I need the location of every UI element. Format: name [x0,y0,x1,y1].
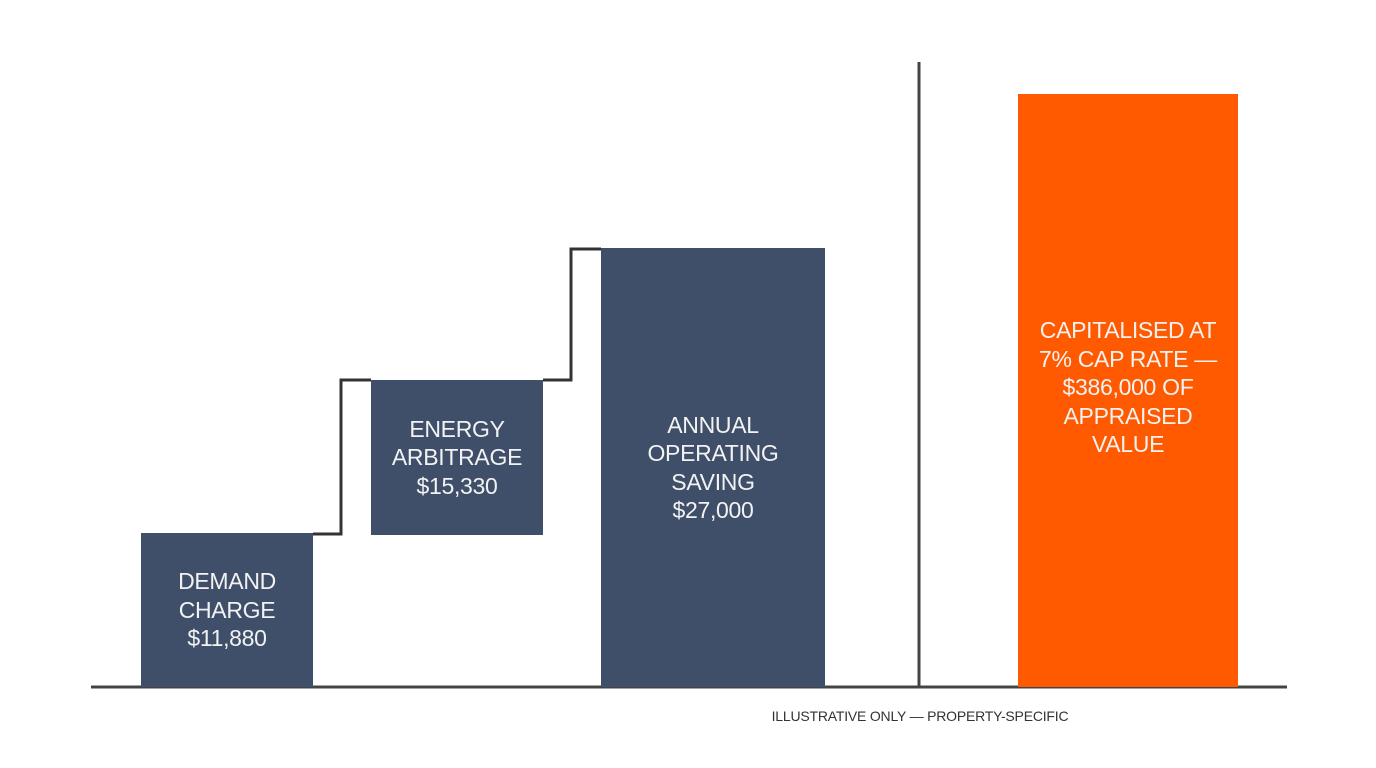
demand-charge-box: DEMAND CHARGE $11,880 [141,533,313,687]
capitalised-value-box: CAPITALISED AT 7% CAP RATE — $386,000 OF AP… [1018,94,1238,687]
box-text-line: CHARGE [178,596,276,623]
annual-saving-box: ANNUAL OPERATING SAVING $27,000 [601,248,825,687]
box-text-line: ARBITRAGE [391,444,523,471]
box-text-line: CAPITALISED AT [1039,317,1217,344]
box-text-line: ANNUAL [667,411,759,438]
energy-arbitrage-box: ENERGY ARBITRAGE $15,330 [371,380,543,535]
box-text-line: $11,880 [187,625,267,652]
box-text-line: APPRAISED [1063,402,1193,429]
box-text-line: ENERGY [409,415,505,442]
step-connector [543,247,601,382]
footnote: ILLUSTRATIVE ONLY — PROPERTY-SPECIFIC [771,708,1069,724]
step-connector [313,378,371,536]
box-text-line: SAVING [671,468,755,495]
box-text-line: 7% CAP RATE — [1038,345,1218,372]
box-text-line: $15,330 [416,472,498,499]
box-text-line: VALUE [1091,431,1165,458]
box-text-line: $27,000 [672,497,754,523]
box-text-line: OPERATING [647,440,779,466]
box-text-line: DEMAND [178,568,276,595]
box-text-line: $386,000 OF [1062,374,1194,401]
